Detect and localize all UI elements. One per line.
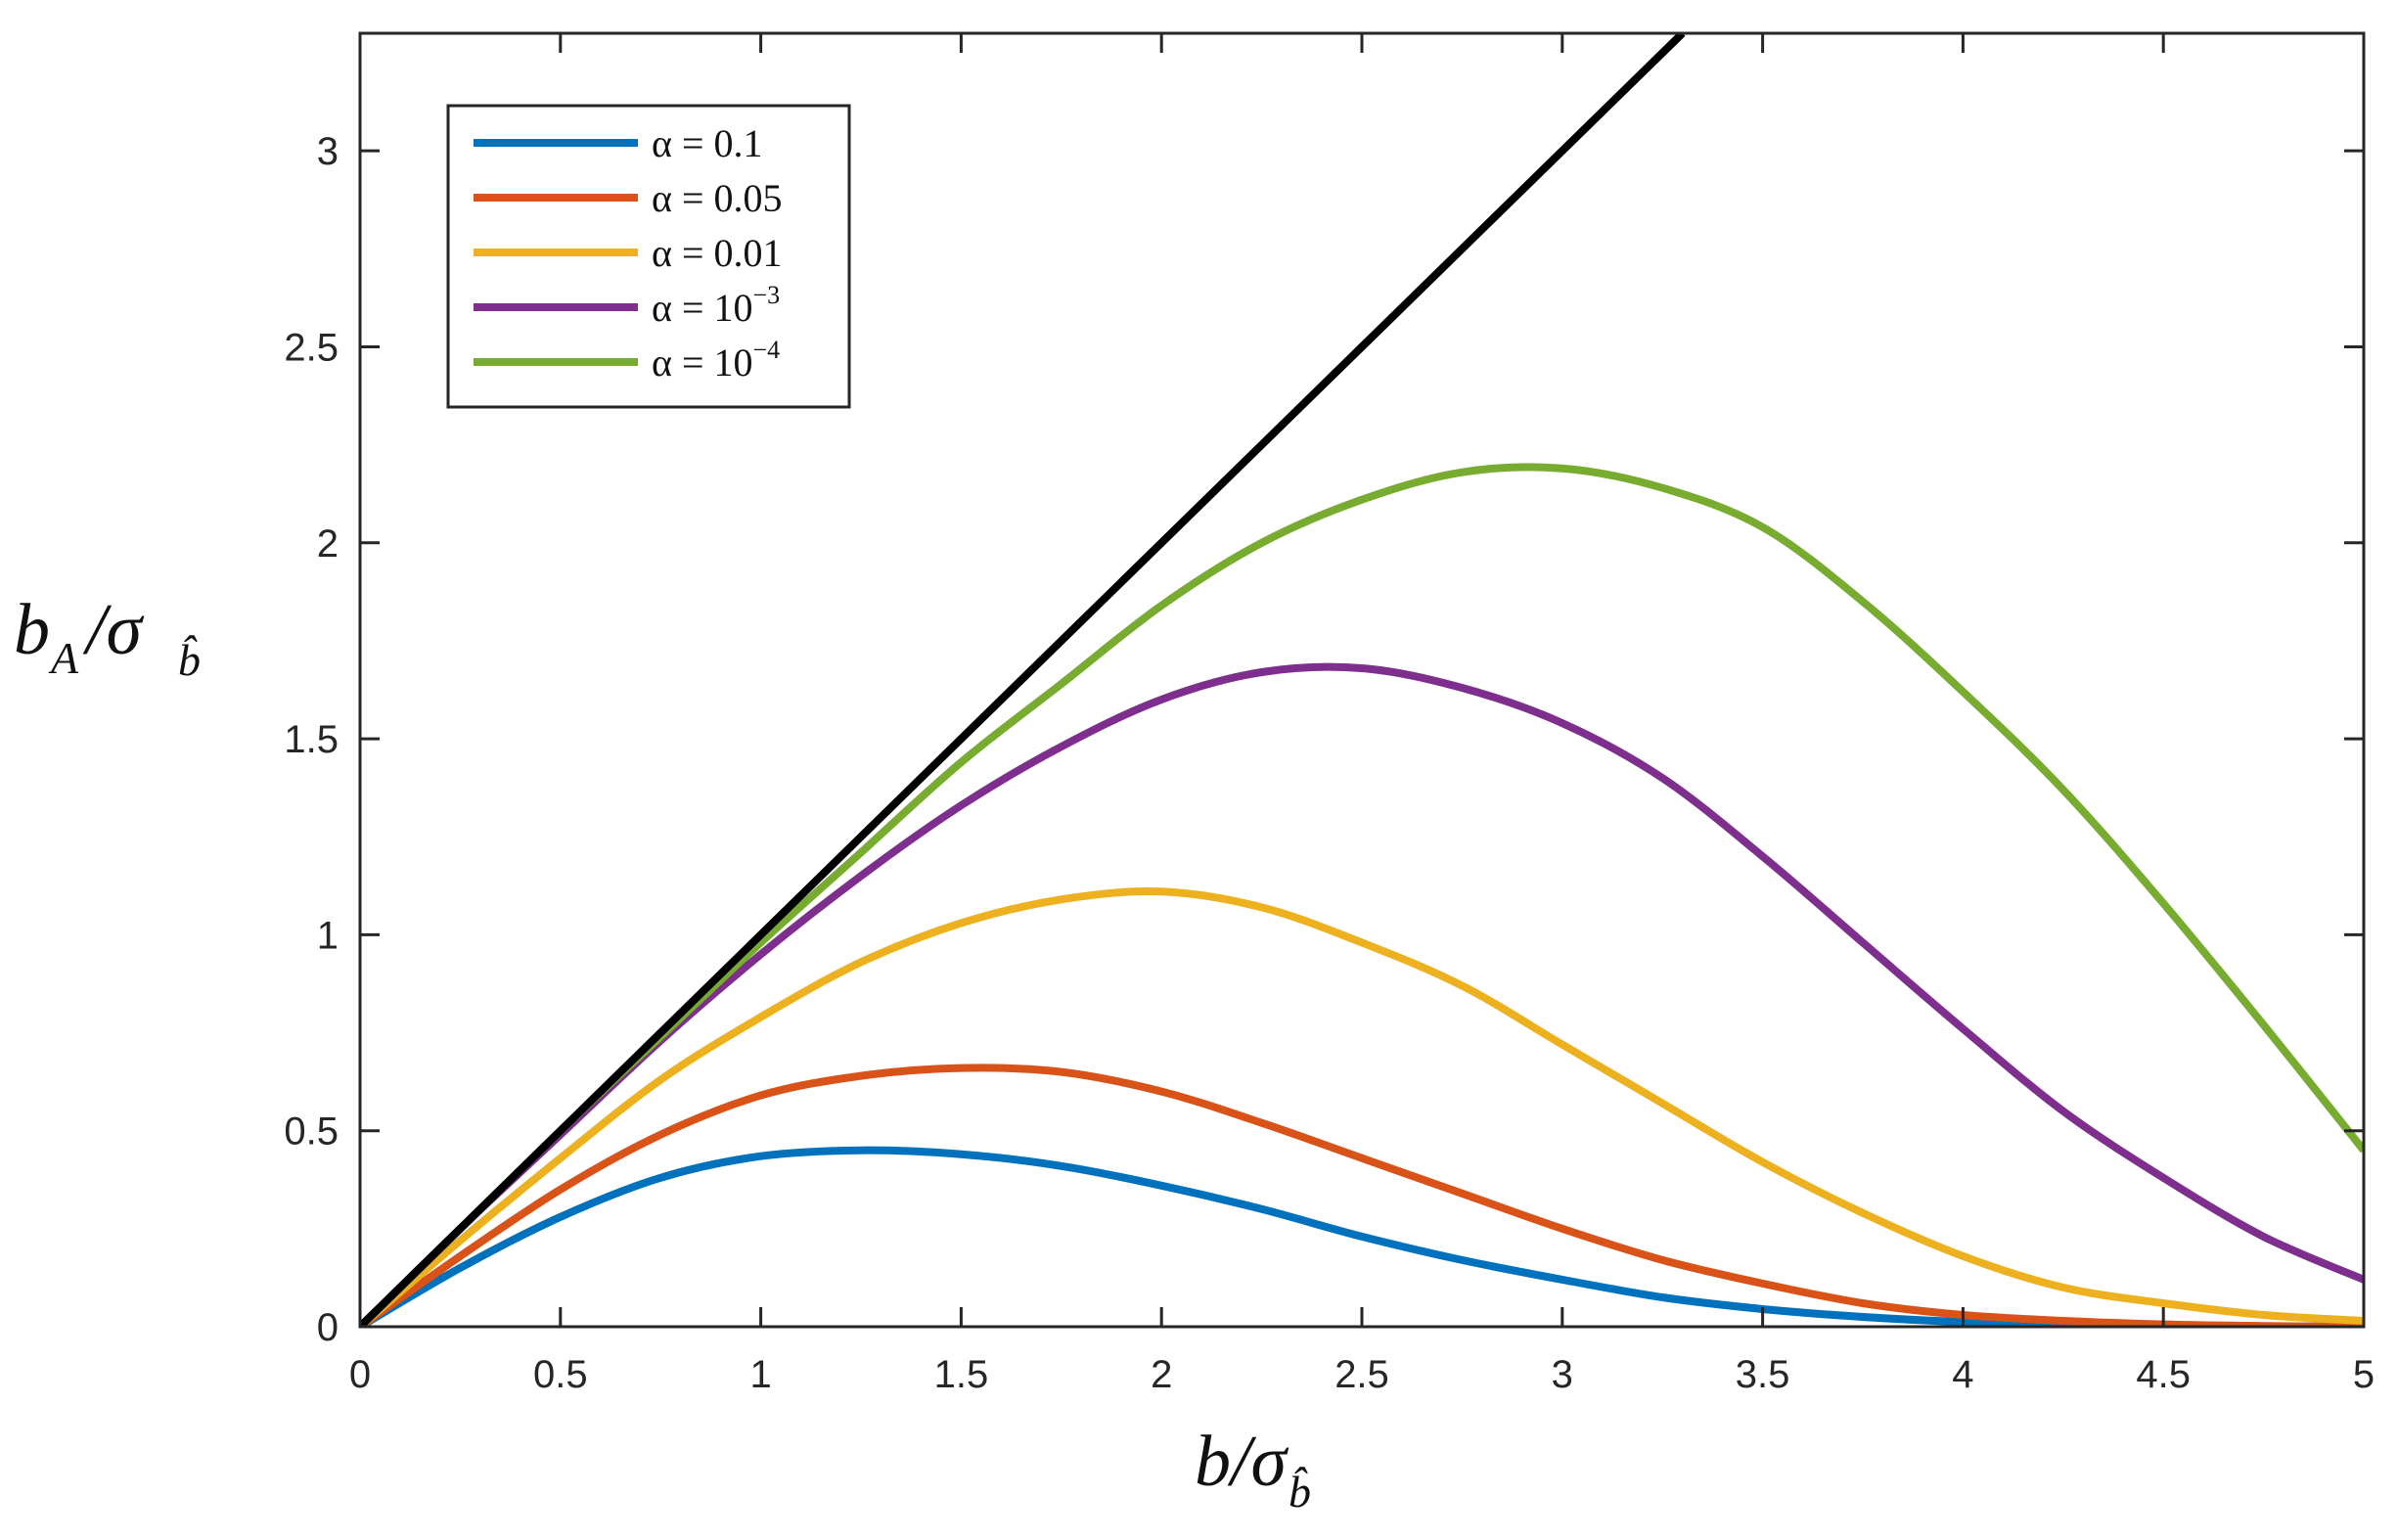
x-tick-label: 4.5 — [2136, 1353, 2191, 1396]
svg-text:b/σ: b/σ — [1195, 1422, 1289, 1502]
legend: α = 0.1 α = 0.05 α = 0.01 α = 10−3 α = 10−4 — [446, 104, 851, 409]
y-tick-label: 2 — [317, 522, 339, 566]
series-line-1 — [360, 1146, 2364, 1327]
legend-item: α = 0.01 — [474, 231, 783, 275]
x-tick-label: 3.5 — [1736, 1353, 1790, 1396]
legend-label: α = 0.05 — [652, 176, 783, 220]
legend-label: α = 10−4 — [652, 336, 780, 385]
svg-text:b: b — [14, 590, 50, 670]
x-tick-label: 3 — [1552, 1353, 1573, 1396]
x-axis: 0 0.5 1 1.5 2 2.5 3 3.5 4 4.5 5 — [349, 33, 2374, 1396]
legend-label: α = 0.01 — [652, 231, 783, 275]
y-tick-label: 2.5 — [284, 326, 339, 369]
legend-item: α = 0.05 — [474, 176, 783, 220]
x-tick-label: 0.5 — [533, 1353, 588, 1396]
legend-label: α = 10−3 — [652, 281, 780, 330]
x-tick-label: 1.5 — [934, 1353, 989, 1396]
y-tick-label: 0.5 — [284, 1110, 339, 1154]
legend-item: α = 10−3 — [474, 281, 780, 330]
y-tick-label: 1 — [317, 914, 339, 957]
y-axis: 0 0.5 1 1.5 2 2.5 3 — [284, 130, 2364, 1349]
x-tick-label: 4 — [1952, 1353, 1973, 1396]
x-axis-label: b/σ b̂ — [1195, 1422, 1311, 1517]
y-tick-label: 1.5 — [284, 718, 339, 761]
svg-text:/σ: /σ — [82, 590, 145, 670]
y-axis-label: b A /σ b̂ — [14, 590, 201, 685]
x-tick-label: 5 — [2353, 1353, 2374, 1396]
series-line-3 — [360, 887, 2364, 1327]
x-tick-label: 1 — [749, 1353, 771, 1396]
x-tick-label: 0 — [349, 1353, 371, 1396]
x-tick-label: 2.5 — [1334, 1353, 1389, 1396]
y-tick-label: 0 — [317, 1306, 339, 1349]
series-line-2 — [360, 1064, 2364, 1327]
reference-line — [360, 33, 1686, 1327]
legend-label: α = 0.1 — [652, 121, 763, 165]
svg-text:b̂: b̂ — [178, 635, 201, 685]
x-tick-label: 2 — [1151, 1353, 1172, 1396]
svg-text:A: A — [48, 633, 79, 683]
legend-item: α = 0.1 — [474, 121, 763, 165]
svg-text:b̂: b̂ — [1289, 1467, 1311, 1517]
plot-curves — [360, 33, 2364, 1327]
legend-item: α = 10−4 — [474, 336, 780, 385]
y-tick-label: 3 — [317, 130, 339, 173]
